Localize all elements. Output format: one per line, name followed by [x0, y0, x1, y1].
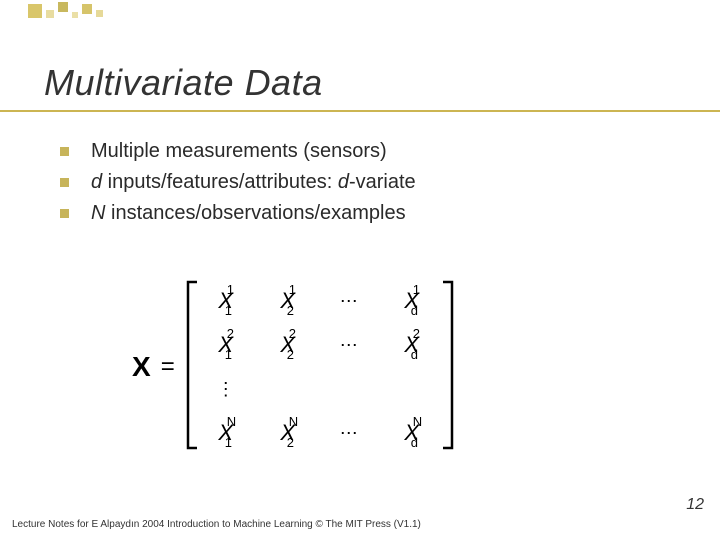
- matrix-cell: XN1: [211, 420, 241, 446]
- matrix-cell: ⋮: [211, 386, 241, 392]
- left-bracket: [185, 280, 197, 454]
- deco-square: [72, 12, 78, 18]
- deco-square: [96, 10, 103, 17]
- matrix-cell: X11: [211, 288, 241, 314]
- bullet-list: Multiple measurements (sensors) d inputs/…: [60, 140, 416, 233]
- matrix-cell: X1d: [397, 288, 427, 314]
- matrix-cell: XNd: [397, 420, 427, 446]
- bullet-item: N instances/observations/examples: [60, 202, 416, 225]
- deco-square: [46, 10, 54, 18]
- matrix-cell: [335, 376, 365, 402]
- matrix-eq-sign: =: [161, 353, 175, 381]
- bullet-item: d inputs/features/attributes: d-variate: [60, 171, 416, 194]
- deco-square: [28, 4, 42, 18]
- deco-square: [82, 4, 92, 14]
- bullet-marker-icon: [60, 178, 69, 187]
- title-underline: [0, 110, 720, 112]
- bullet-item: Multiple measurements (sensors): [60, 140, 416, 163]
- matrix-cell: ⋯: [335, 335, 365, 356]
- matrix-cell: ⋯: [335, 423, 365, 444]
- footer-citation: Lecture Notes for E Alpaydın 2004 Introd…: [12, 519, 421, 530]
- right-bracket: [441, 280, 453, 454]
- matrix-lhs: X: [132, 351, 151, 383]
- matrix-cell: [273, 376, 303, 402]
- matrix-cell: X22: [273, 332, 303, 358]
- matrix-cell: [397, 376, 427, 402]
- matrix-equation: X = X11 X12 ⋯ X1d X21 X22 ⋯ X2d ⋮ XN1 XN2 ⋯ XNd: [132, 280, 453, 454]
- matrix-cell: X21: [211, 332, 241, 358]
- bullet-text: d inputs/features/attributes: d-variate: [91, 171, 416, 194]
- matrix-grid: X11 X12 ⋯ X1d X21 X22 ⋯ X2d ⋮ XN1 XN2 ⋯ XNd: [197, 280, 441, 454]
- bullet-marker-icon: [60, 147, 69, 156]
- header-decoration: [0, 0, 720, 26]
- matrix-cell: XN2: [273, 420, 303, 446]
- matrix-cell: ⋯: [335, 291, 365, 312]
- matrix-cell: X2d: [397, 332, 427, 358]
- bullet-text: N instances/observations/examples: [91, 202, 406, 225]
- bullet-text: Multiple measurements (sensors): [91, 140, 387, 163]
- bullet-marker-icon: [60, 209, 69, 218]
- matrix-cell: X12: [273, 288, 303, 314]
- page-title: Multivariate Data: [44, 62, 323, 104]
- deco-square: [58, 2, 68, 12]
- page-number: 12: [686, 496, 704, 514]
